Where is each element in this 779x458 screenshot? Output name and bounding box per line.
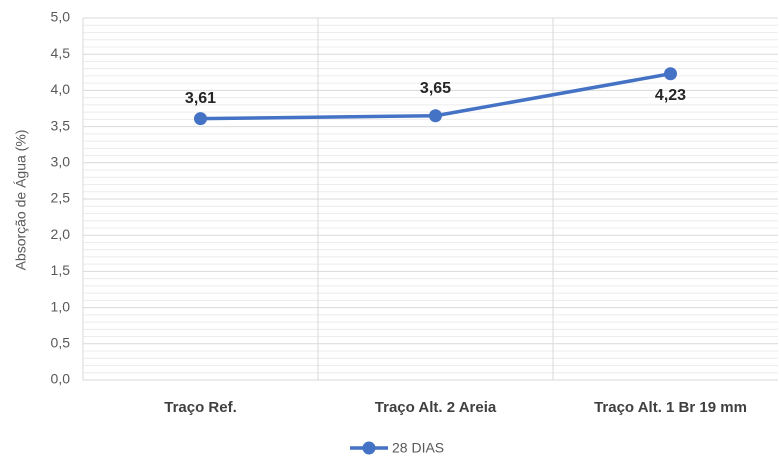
y-tick-label: 4,5: [51, 45, 71, 61]
y-tick-label: 2,5: [51, 190, 71, 206]
y-tick-label: 5,0: [51, 9, 71, 25]
data-label: 3,61: [185, 90, 216, 107]
y-axis-label: Absorção de Água (%): [13, 130, 29, 271]
legend-marker: [362, 441, 376, 455]
data-label: 3,65: [420, 80, 451, 97]
y-tick-label: 2,0: [51, 226, 71, 242]
x-tick-label: Traço Ref.: [164, 399, 237, 416]
y-tick-label: 3,5: [51, 117, 71, 133]
y-tick-label: 0,5: [51, 335, 71, 351]
y-tick-label: 1,5: [51, 262, 71, 278]
data-point: [194, 112, 207, 126]
data-point: [664, 67, 677, 81]
y-tick-label: 3,0: [51, 154, 71, 170]
data-label: 4,23: [655, 87, 686, 104]
data-point: [429, 109, 442, 123]
x-tick-label: Traço Alt. 2 Areia: [375, 399, 497, 416]
y-tick-label: 1,0: [51, 298, 71, 314]
y-tick-label: 4,0: [51, 81, 71, 97]
legend-label: 28 DIAS: [392, 440, 444, 456]
x-tick-label: Traço Alt. 1 Br 19 mm: [594, 399, 747, 416]
y-tick-label: 0,0: [51, 371, 71, 387]
